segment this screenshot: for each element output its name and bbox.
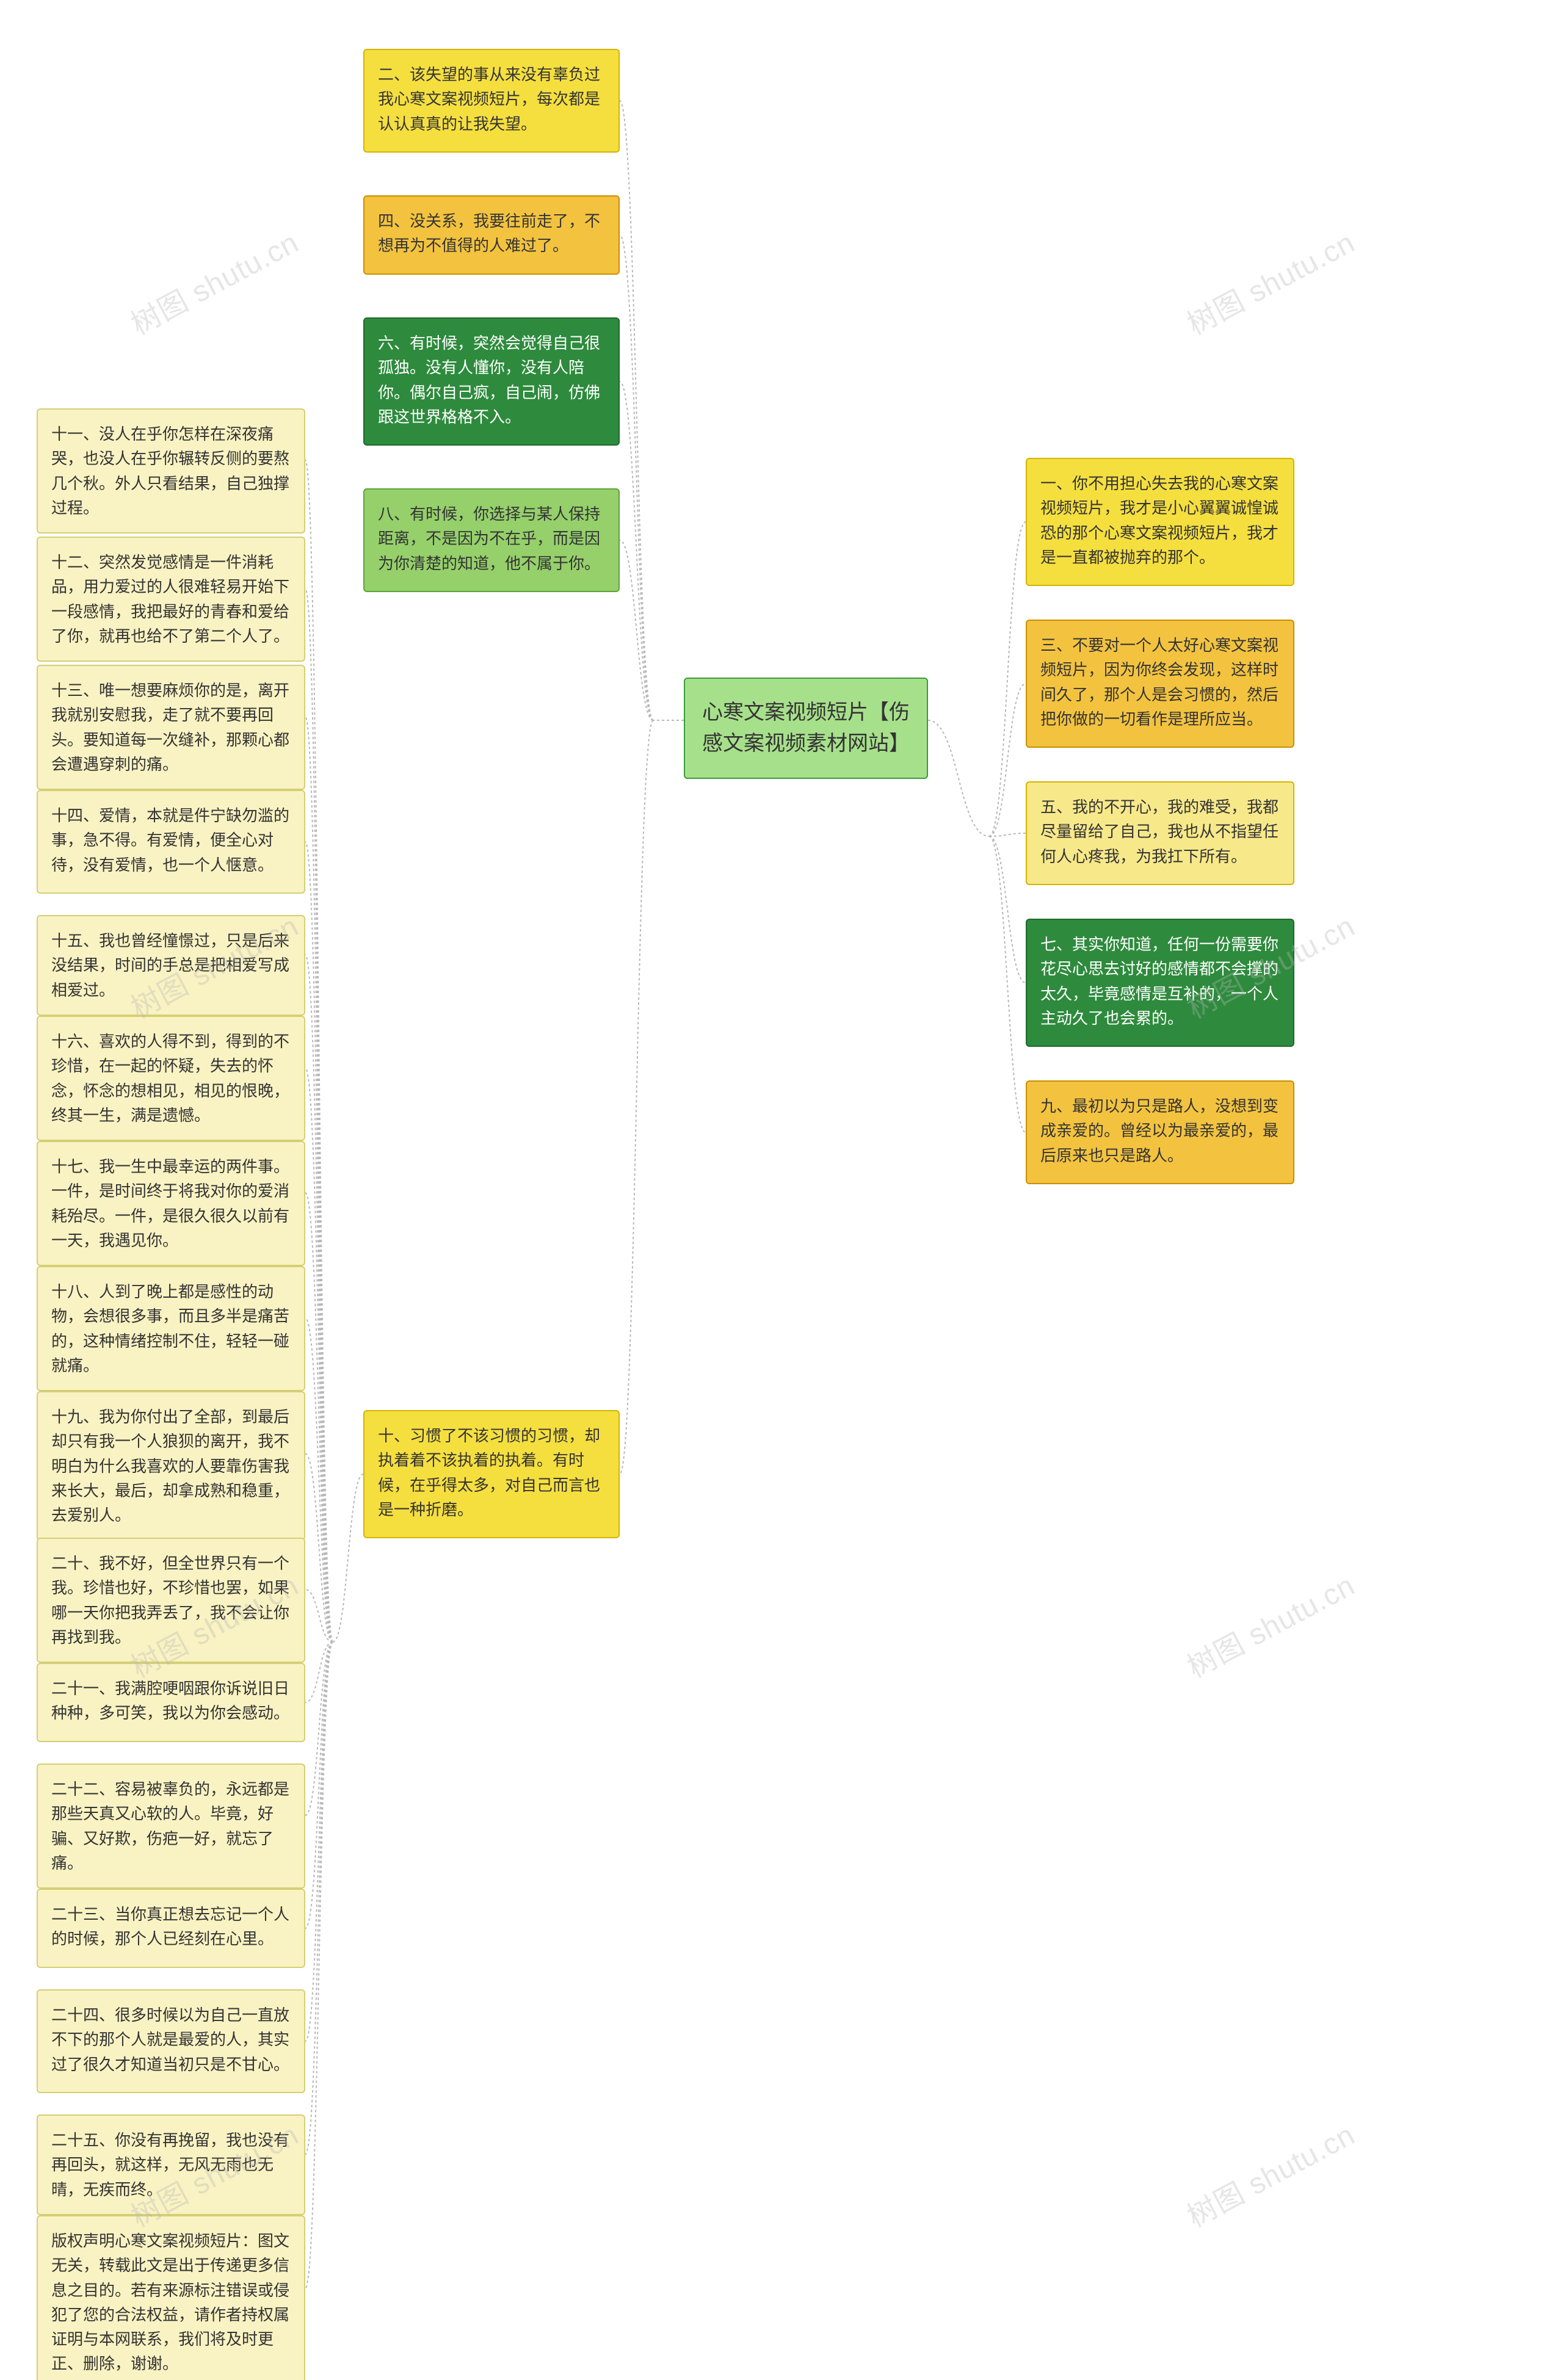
left-node-n2: 二、该失望的事从来没有辜负过我心寒文案视频短片，每次都是认认真真的让我失望。 [363,49,620,153]
leaf-node-n25: 二十五、你没有再挽留，我也没有再回头，就这样，无风无雨也无晴，无疾而终。 [37,2114,305,2215]
left-node-n8: 八、有时候，你选择与某人保持距离，不是因为不在乎，而是因为你清楚的知道，他不属于… [363,488,620,592]
left-node-n4: 四、没关系，我要往前走了，不想再为不值得的人难过了。 [363,195,620,275]
right-node-n1: 一、你不用担心失去我的心寒文案视频短片，我才是小心翼翼诚惶诚恐的那个心寒文案视频… [1026,458,1294,586]
right-node-n7: 七、其实你知道，任何一份需要你花尽心思去讨好的感情都不会撑的太久，毕竟感情是互补… [1026,919,1294,1047]
leaf-node-n13: 十三、唯一想要麻烦你的是，离开我就别安慰我，走了就不要再回头。要知道每一次缝补，… [37,665,305,790]
leaf-node-n22: 二十二、容易被辜负的，永远都是那些天真又心软的人。毕竟，好骗、又好欺，伤疤一好，… [37,1763,305,1889]
leaf-node-n11: 十一、没人在乎你怎样在深夜痛哭，也没人在乎你辗转反侧的要熬几个秋。外人只看结果，… [37,408,305,534]
leaf-node-n19: 十九、我为你付出了全部，到最后却只有我一个人狼狈的离开，我不明白为什么我喜欢的人… [37,1391,305,1541]
left-node-n6: 六、有时候，突然会觉得自己很孤独。没有人懂你，没有人陪你。偶尔自己疯，自己闹，仿… [363,317,620,446]
watermark: 树图 shutu.cn [122,219,305,342]
watermark: 树图 shutu.cn [1178,1561,1361,1685]
mindmap-canvas: 心寒文案视频短片【伤感文案视频素材网站】一、你不用担心失去我的心寒文案视频短片，… [0,0,1563,2380]
leaf-node-n17: 十七、我一生中最幸运的两件事。一件，是时间终于将我对你的爱消耗殆尽。一件，是很久… [37,1141,305,1266]
watermark: 树图 shutu.cn [1178,2111,1361,2235]
right-node-n3: 三、不要对一个人太好心寒文案视频短片，因为你终会发现，这样时间久了，那个人是会习… [1026,620,1294,748]
root-node: 心寒文案视频短片【伤感文案视频素材网站】 [684,678,928,779]
right-node-n5: 五、我的不开心，我的难受，我都尽量留给了自己，我也从不指望任何人心疼我，为我扛下… [1026,781,1294,885]
leaf-node-ncp: 版权声明心寒文案视频短片：图文无关，转载此文是出于传递更多信息之目的。若有来源标… [37,2215,305,2380]
leaf-node-n14: 十四、爱情，本就是件宁缺勿滥的事，急不得。有爱情，便全心对待，没有爱情，也一个人… [37,790,305,894]
leaf-node-n24: 二十四、很多时候以为自己一直放不下的那个人就是最爱的人，其实过了很久才知道当初只… [37,1989,305,2093]
leaf-node-n16: 十六、喜欢的人得不到，得到的不珍惜，在一起的怀疑，失去的怀念，怀念的想相见，相见… [37,1016,305,1141]
leaf-node-n18: 十八、人到了晚上都是感性的动物，会想很多事，而且多半是痛苦的，这种情绪控制不住，… [37,1266,305,1391]
leaf-node-n12: 十二、突然发觉感情是一件消耗品，用力爱过的人很难轻易开始下一段感情，我把最好的青… [37,537,305,662]
leaf-node-n20: 二十、我不好，但全世界只有一个我。珍惜也好，不珍惜也罢，如果哪一天你把我弄丢了，… [37,1538,305,1663]
right-node-n9: 九、最初以为只是路人，没想到变成亲爱的。曾经以为最亲爱的，最后原来也只是路人。 [1026,1080,1294,1184]
leaf-node-n23: 二十三、当你真正想去忘记一个人的时候，那个人已经刻在心里。 [37,1889,305,1968]
left-node-n10: 十、习惯了不该习惯的习惯，却执着着不该执着的执着。有时候，在乎得太多，对自己而言… [363,1410,620,1538]
leaf-node-n21: 二十一、我满腔哽咽跟你诉说旧日种种，多可笑，我以为你会感动。 [37,1663,305,1742]
watermark: 树图 shutu.cn [1178,219,1361,342]
leaf-node-n15: 十五、我也曾经憧憬过，只是后来没结果，时间的手总是把相爱写成相爱过。 [37,915,305,1016]
